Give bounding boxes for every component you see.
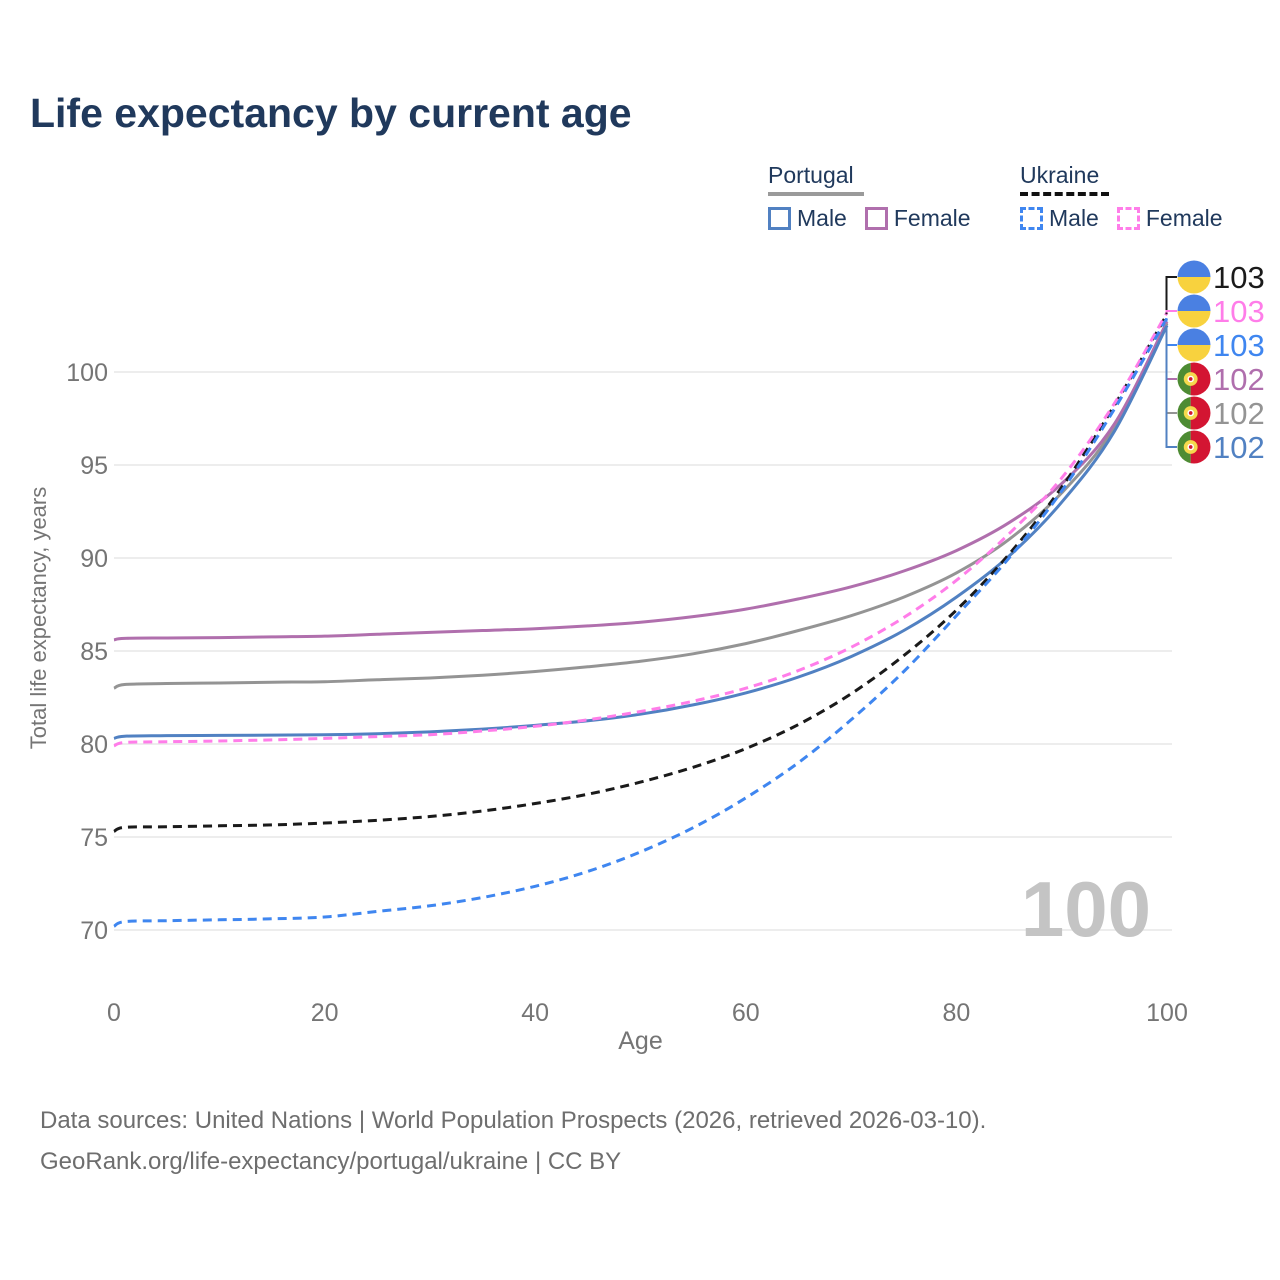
legend-item-portugal-female[interactable]: Female bbox=[864, 205, 971, 232]
flag-portugal-icon bbox=[1177, 430, 1211, 464]
end-label-connector bbox=[1165, 276, 1177, 315]
legend-swatch-portugal-female-icon bbox=[864, 207, 888, 230]
x-tick-40: 40 bbox=[521, 999, 549, 1027]
flag-portugal-icon bbox=[1177, 396, 1211, 430]
footer-sources: Data sources: United Nations | World Pop… bbox=[40, 1107, 987, 1134]
x-axis-label: Age bbox=[618, 1027, 662, 1055]
legend-group-portugal: Portugal Male Female bbox=[768, 162, 971, 232]
flag-ukraine-icon bbox=[1177, 294, 1211, 328]
footer: Data sources: United Nations | World Pop… bbox=[40, 1100, 986, 1182]
end-label-value: 103 bbox=[1213, 294, 1265, 329]
page-title: Life expectancy by current age bbox=[30, 90, 632, 136]
end-label-value: 102 bbox=[1213, 362, 1265, 397]
x-tick-0: 0 bbox=[107, 999, 121, 1027]
end-label-connector bbox=[1165, 318, 1177, 346]
y-axis-label: Total life expectancy, years bbox=[26, 487, 51, 750]
end-label-value: 103 bbox=[1213, 328, 1265, 363]
y-tick-70: 70 bbox=[80, 917, 108, 945]
y-tick-95: 95 bbox=[80, 452, 108, 480]
y-tick-100: 100 bbox=[66, 359, 108, 387]
series-line-ukraine-female[interactable] bbox=[113, 311, 1169, 748]
series-line-ukraine-male[interactable] bbox=[113, 317, 1169, 928]
end-label-connector bbox=[1165, 323, 1177, 414]
x-tick-20: 20 bbox=[311, 999, 339, 1027]
age-watermark: 100 bbox=[1021, 865, 1151, 953]
legend-swatch-ukraine-male-icon bbox=[1020, 207, 1043, 230]
legend-item-portugal-male[interactable]: Male bbox=[768, 205, 847, 232]
legend-label-portugal-female: Female bbox=[893, 205, 971, 231]
end-label-value: 102 bbox=[1213, 396, 1265, 431]
end-label-value: 103 bbox=[1213, 260, 1265, 295]
y-tick-75: 75 bbox=[80, 824, 108, 852]
legend-item-ukraine-male[interactable]: Male bbox=[1020, 205, 1099, 232]
legend-label-ukraine-female: Female bbox=[1145, 205, 1223, 231]
x-tick-80: 80 bbox=[942, 999, 970, 1027]
flag-ukraine-icon bbox=[1177, 260, 1211, 294]
series-line-ukraine-both-sexes[interactable] bbox=[113, 313, 1169, 833]
end-label-value: 102 bbox=[1213, 430, 1265, 465]
end-label-connector bbox=[1165, 310, 1177, 313]
footer-attribution: GeoRank.org/life-expectancy/portugal/ukr… bbox=[40, 1148, 622, 1175]
end-label-connector bbox=[1165, 321, 1177, 380]
x-tick-60: 60 bbox=[732, 999, 760, 1027]
flag-ukraine-icon bbox=[1177, 328, 1211, 362]
legend-group-ukraine: Ukraine Male Female bbox=[1020, 162, 1223, 232]
y-tick-85: 85 bbox=[80, 638, 108, 666]
y-tick-80: 80 bbox=[80, 731, 108, 759]
series-line-portugal-both-sexes[interactable] bbox=[113, 322, 1169, 690]
x-tick-100: 100 bbox=[1146, 999, 1188, 1027]
legend-item-ukraine-female[interactable]: Female bbox=[1116, 205, 1223, 232]
legend-title-portugal: Portugal bbox=[768, 162, 864, 196]
legend-label-ukraine-male: Male bbox=[1049, 205, 1099, 231]
series-line-portugal-female[interactable] bbox=[113, 321, 1169, 642]
y-tick-90: 90 bbox=[80, 545, 108, 573]
legend-title-ukraine: Ukraine bbox=[1020, 162, 1110, 196]
legend-label-portugal-male: Male bbox=[797, 205, 847, 231]
legend-swatch-ukraine-female-icon bbox=[1116, 207, 1140, 230]
legend-swatch-portugal-male-icon bbox=[768, 207, 791, 230]
flag-portugal-icon bbox=[1177, 362, 1211, 396]
end-label-connector bbox=[1165, 325, 1177, 448]
